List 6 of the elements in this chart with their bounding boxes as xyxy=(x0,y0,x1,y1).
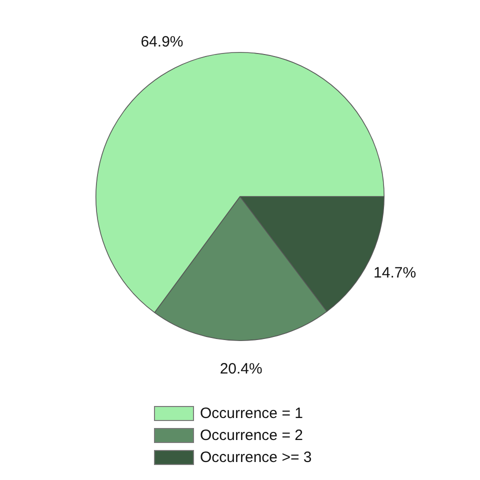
data-label: 64.9% xyxy=(140,33,184,50)
legend-label: Occurrence = 2 xyxy=(200,426,303,444)
data-label: 20.4% xyxy=(220,360,262,378)
legend-label: Occurrence = 1 xyxy=(200,404,303,422)
legend-label: Occurrence >= 3 xyxy=(200,448,312,466)
data-label: 14.7% xyxy=(374,264,416,282)
